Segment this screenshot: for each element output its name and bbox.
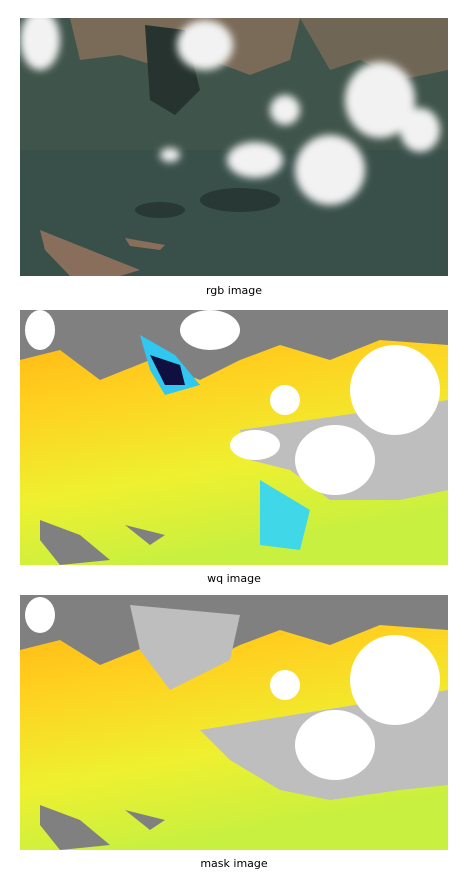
mask-image xyxy=(20,595,448,850)
caption: wq image xyxy=(207,572,261,585)
caption: mask image xyxy=(200,857,268,870)
wq-image xyxy=(20,310,448,565)
rgb-image xyxy=(20,18,448,276)
caption: rgb image xyxy=(206,284,262,297)
